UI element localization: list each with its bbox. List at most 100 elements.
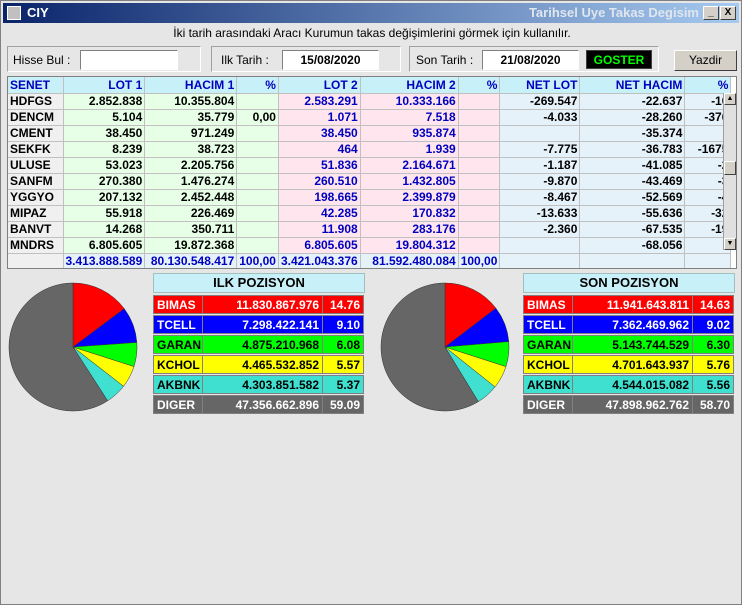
pozisyon-value: 4.544.015.082: [572, 375, 693, 394]
pozisyon-pct: 5.76: [692, 355, 734, 374]
pozisyon-pct: 14.76: [322, 295, 364, 314]
table-row[interactable]: MNDRS 6.805.605 19.872.368 6.805.605 19.804.…: [8, 237, 732, 254]
table-cell: -13.633: [499, 205, 581, 222]
pozisyon-row: KCHOL 4.701.643.937 5.76: [523, 355, 735, 374]
scroll-up-icon[interactable]: ▲: [724, 93, 736, 105]
column-header[interactable]: SENET: [8, 77, 64, 94]
table-cell: SEKFK: [8, 141, 64, 158]
pozisyon-value: 4.701.643.937: [572, 355, 693, 374]
table-cell: 2.452.448: [144, 189, 238, 206]
hisse-search-input[interactable]: [80, 50, 178, 70]
table-cell: 2.583.291: [278, 93, 361, 110]
table-cell: 8.239: [63, 141, 146, 158]
column-header[interactable]: %: [236, 77, 279, 94]
pozisyon-name: BIMAS: [523, 295, 573, 314]
table-cell: -36.783: [579, 141, 686, 158]
pozisyon-name: TCELL: [153, 315, 203, 334]
pozisyon-pct: 9.10: [322, 315, 364, 334]
table-cell: -55.636: [579, 205, 686, 222]
column-header[interactable]: %: [458, 77, 501, 94]
pozisyon-name: TCELL: [523, 315, 573, 334]
table-cell: [236, 93, 279, 110]
son-tarih-field[interactable]: 21/08/2020: [482, 50, 579, 70]
ilk-tarih-field[interactable]: 15/08/2020: [282, 50, 379, 70]
table-row[interactable]: ULUSE 53.023 2.205.756 51.836 2.164.671 -1.18…: [8, 157, 732, 174]
hisse-label: Hisse Bul :: [13, 53, 71, 67]
table-cell: [236, 173, 279, 190]
window-title: CIY: [27, 5, 49, 20]
table-cell: 226.469: [144, 205, 238, 222]
table-row[interactable]: SANFM 270.380 1.476.274 260.510 1.432.805 -9.…: [8, 173, 732, 190]
table-row[interactable]: CMENT 38.450 971.249 38.450 935.874 -35.374: [8, 125, 732, 142]
column-header[interactable]: HACIM 1: [144, 77, 238, 94]
table-row[interactable]: YGGYO 207.132 2.452.448 198.665 2.399.879 -8.…: [8, 189, 732, 206]
column-header[interactable]: NET HACIM: [579, 77, 686, 94]
title-bar[interactable]: CIY Tarihsel Uye Takas Degisim _ X: [3, 3, 739, 23]
total-cell: [8, 253, 64, 268]
table-cell: [236, 189, 279, 206]
table-cell: -28.260: [579, 109, 686, 126]
total-cell: 80.130.548.417: [144, 253, 238, 268]
pozisyon-value: 5.143.744.529: [572, 335, 693, 354]
table-row[interactable]: HDFGS 2.852.838 10.355.804 2.583.291 10.333.…: [8, 93, 732, 110]
table-cell: 1.432.805: [360, 173, 459, 190]
goster-button[interactable]: GOSTER: [586, 50, 652, 69]
table-cell: 38.450: [63, 125, 146, 142]
column-header[interactable]: LOT 2: [278, 77, 361, 94]
table-cell: [458, 141, 501, 158]
pozisyon-row: DIGER 47.898.962.762 58.70: [523, 395, 735, 414]
pozisyon-pct: 6.08: [322, 335, 364, 354]
yazdir-button[interactable]: Yazdir: [674, 50, 737, 71]
pozisyon-name: DIGER: [153, 395, 203, 414]
table-scrollbar[interactable]: ▲ ▼: [723, 93, 736, 250]
pozisyon-value: 7.362.469.962: [572, 315, 693, 334]
pozisyon-pct: 14.63: [692, 295, 734, 314]
pozisyon-row: TCELL 7.362.469.962 9.02: [523, 315, 735, 334]
table-cell: HDFGS: [8, 93, 64, 110]
table-cell: 1.071: [278, 109, 361, 126]
table-cell: 350.711: [144, 221, 238, 238]
table-cell: [499, 237, 581, 254]
table-cell: MIPAZ: [8, 205, 64, 222]
table-cell: 1.939: [360, 141, 459, 158]
table-row[interactable]: SEKFK 8.239 38.723 464 1.939 -7.775 -36.783 -16…: [8, 141, 732, 158]
table-cell: 935.874: [360, 125, 459, 142]
total-cell: 100,00: [236, 253, 279, 268]
column-header[interactable]: NET LOT: [499, 77, 581, 94]
scroll-down-icon[interactable]: ▼: [724, 238, 736, 250]
table-cell: [236, 221, 279, 238]
pozisyon-row: BIMAS 11.941.643.811 14.63: [523, 295, 735, 314]
column-header[interactable]: %: [684, 77, 732, 94]
total-cell: 3.413.888.589: [63, 253, 146, 268]
scroll-thumb[interactable]: [724, 161, 736, 175]
table-cell: [236, 125, 279, 142]
pie-slice-bimas: [72, 282, 125, 348]
table-cell: 10.333.166: [360, 93, 459, 110]
total-cell: 3.421.043.376: [278, 253, 361, 268]
pozisyon-pct: 5.37: [322, 375, 364, 394]
table-cell: -1675: [684, 141, 732, 158]
column-header[interactable]: LOT 1: [63, 77, 146, 94]
table-cell: 19.804.312: [360, 237, 459, 254]
table-cell: MNDRS: [8, 237, 64, 254]
son-tarih-label: Son Tarih :: [416, 53, 474, 67]
table-cell: 11.908: [278, 221, 361, 238]
column-header[interactable]: HACIM 2: [360, 77, 459, 94]
table-cell: -68.056: [579, 237, 686, 254]
table-cell: 19.872.368: [144, 237, 238, 254]
table-cell: [458, 205, 501, 222]
table-row[interactable]: MIPAZ 55.918 226.469 42.285 170.832 -13.633 -5…: [8, 205, 732, 222]
pozisyon-pct: 6.30: [692, 335, 734, 354]
table-cell: -9.870: [499, 173, 581, 190]
close-button[interactable]: X: [720, 6, 736, 20]
pozisyon-name: BIMAS: [153, 295, 203, 314]
table-cell: 14.268: [63, 221, 146, 238]
table-cell: BANVT: [8, 221, 64, 238]
pozisyon-row: BIMAS 11.830.867.976 14.76: [153, 295, 365, 314]
table-row[interactable]: DENCM 5.104 35.779 0,00 1.071 7.518 -4.033 -28.…: [8, 109, 732, 126]
table-cell: -269.547: [499, 93, 581, 110]
minimize-button[interactable]: _: [703, 6, 719, 20]
table-row[interactable]: BANVT 14.268 350.711 11.908 283.176 -2.360 -67…: [8, 221, 732, 238]
table-cell: 6.805.605: [278, 237, 361, 254]
table-cell: 6.805.605: [63, 237, 146, 254]
